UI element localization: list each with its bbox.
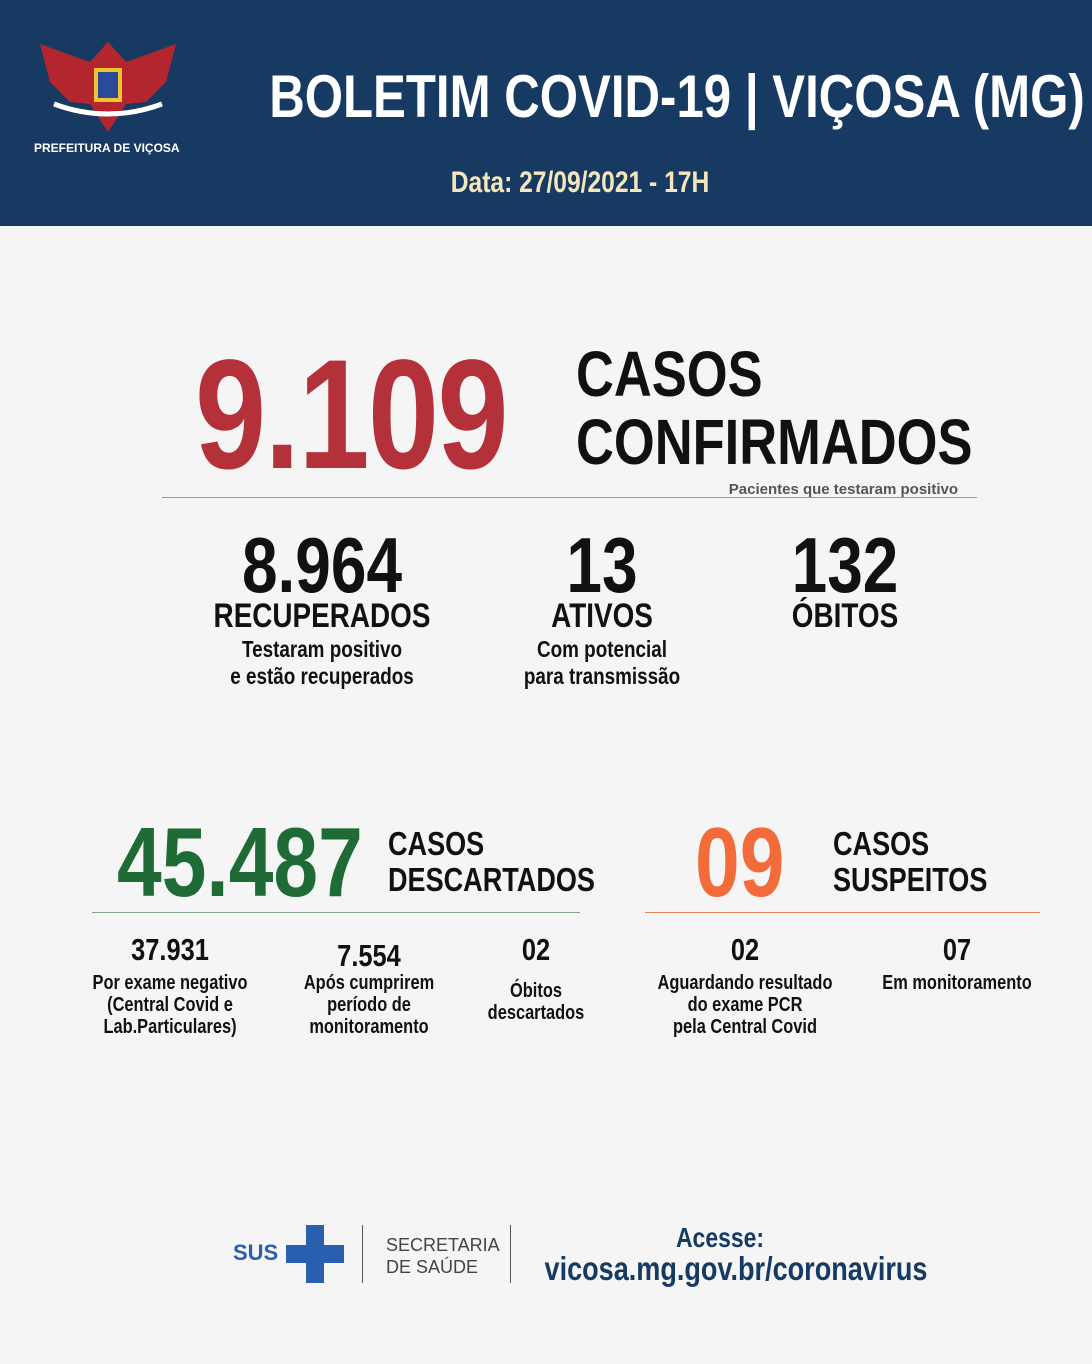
- suspected-number: 09: [695, 807, 785, 917]
- breakdown-number: 7.554: [337, 938, 401, 973]
- discarded-number: 45.487: [117, 807, 363, 917]
- logo-text: PREFEITURA DE VIÇOSA: [34, 141, 180, 155]
- breakdown-desc: Em monitoramento: [882, 972, 1032, 994]
- stat-desc: para transmissão: [523, 663, 681, 689]
- label-line: CONFIRMADOS: [576, 406, 973, 478]
- divider: [645, 912, 1040, 913]
- url: vicosa.mg.gov.br/coronavirus: [544, 1250, 928, 1287]
- breakdown-desc: monitoramento: [309, 1016, 429, 1038]
- stat-label: ATIVOS: [551, 597, 653, 635]
- stat-number: 13: [566, 521, 638, 609]
- stat-number: 8.964: [241, 521, 403, 609]
- stat-desc: Com potencial: [537, 636, 667, 662]
- label-line: CASOS: [388, 825, 485, 862]
- breakdown-desc: do exame PCR: [687, 994, 803, 1016]
- divider: [162, 497, 977, 498]
- breakdown-number: 07: [942, 932, 972, 967]
- divider: [510, 1225, 511, 1283]
- divider: [362, 1225, 363, 1283]
- confirmed-number: 9.109: [195, 328, 509, 502]
- title: BOLETIM COVID-19 | VIÇOSA (MG): [269, 63, 1085, 130]
- suspected-label: CASOS SUSPEITOS: [833, 826, 987, 898]
- breakdown-number: 02: [521, 932, 551, 967]
- stat-desc: Testaram positivo: [241, 636, 403, 662]
- divider: [92, 912, 580, 913]
- sus-text: SUS: [233, 1240, 279, 1265]
- label-line: CASOS: [833, 825, 930, 862]
- breakdown-desc: Aguardando resultado: [657, 972, 833, 994]
- label-line: CASOS: [576, 338, 763, 410]
- label-line: SUSPEITOS: [833, 861, 988, 898]
- breakdown-desc: Após cumprirem: [303, 972, 435, 994]
- confirmed-label: CASOS CONFIRMADOS: [576, 340, 972, 476]
- breakdown-desc: (Central Covid e: [107, 994, 233, 1016]
- secretaria: SECRETARIA DE SAÚDE: [386, 1234, 500, 1278]
- sus-cross: [286, 1225, 344, 1283]
- breakdown-desc: descartados: [487, 1002, 585, 1024]
- stat-number: 132: [791, 521, 899, 609]
- secretaria-line: DE SAÚDE: [386, 1257, 479, 1277]
- label-line: DESCARTADOS: [388, 861, 595, 898]
- breakdown-desc: Lab.Particulares): [103, 1016, 237, 1038]
- breakdown-number: 02: [730, 932, 760, 967]
- breakdown-desc: período de: [327, 994, 411, 1016]
- stat-label: ÓBITOS: [791, 597, 899, 635]
- stat-label: RECUPERADOS: [213, 597, 431, 635]
- secretaria-line: SECRETARIA: [386, 1235, 500, 1255]
- breakdown-number: 37.931: [131, 932, 209, 967]
- confirmed-note: Pacientes que testaram positivo: [728, 481, 958, 498]
- header: [0, 0, 1092, 226]
- breakdown-desc: Óbitos: [510, 980, 562, 1002]
- access: Acesse:: [675, 1222, 765, 1253]
- date: Data: 27/09/2021 - 17H: [450, 166, 710, 199]
- discarded-label: CASOS DESCARTADOS: [388, 826, 595, 898]
- breakdown-desc: pela Central Covid: [672, 1016, 817, 1038]
- breakdown-desc: Por exame negativo: [92, 972, 248, 994]
- stat-desc: e estão recuperados: [230, 663, 414, 689]
- logo: [40, 42, 176, 132]
